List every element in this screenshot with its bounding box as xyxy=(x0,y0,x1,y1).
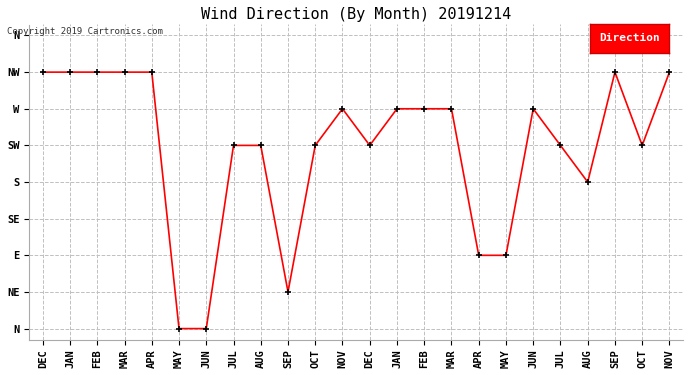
Text: Direction: Direction xyxy=(599,33,660,44)
Title: Wind Direction (By Month) 20191214: Wind Direction (By Month) 20191214 xyxy=(201,7,511,22)
Text: Copyright 2019 Cartronics.com: Copyright 2019 Cartronics.com xyxy=(7,27,163,36)
